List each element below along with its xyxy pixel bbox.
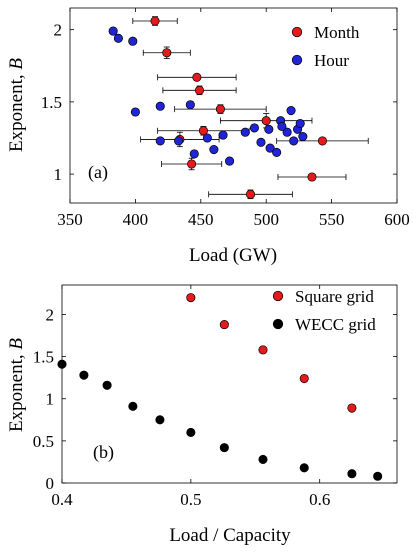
data-point-square-grid bbox=[258, 345, 268, 355]
data-point-hour bbox=[218, 130, 228, 140]
data-points-b bbox=[57, 293, 383, 481]
y-axis-label-b-prefix: Exponent, bbox=[6, 350, 27, 432]
data-point-month bbox=[198, 126, 208, 136]
data-point-month bbox=[187, 159, 197, 169]
legend-label: Hour bbox=[314, 51, 349, 70]
y-tick-label: 1 bbox=[46, 390, 55, 409]
data-point-hour bbox=[155, 136, 165, 146]
data-point-hour bbox=[295, 119, 305, 129]
data-point-month bbox=[194, 85, 205, 95]
x-tick-label: 550 bbox=[319, 210, 345, 229]
data-point-month bbox=[317, 136, 327, 146]
data-point-hour bbox=[108, 26, 118, 36]
data-point-hour bbox=[128, 36, 138, 46]
x-tick-label: 350 bbox=[57, 210, 83, 229]
data-point-square-grid bbox=[299, 373, 309, 384]
data-point-hour bbox=[289, 136, 299, 146]
x-tick-label: 0.4 bbox=[51, 490, 73, 509]
data-point-hour bbox=[185, 100, 195, 110]
data-point-wecc-grid bbox=[373, 471, 383, 481]
data-point-month bbox=[150, 16, 160, 26]
data-point-month bbox=[245, 189, 256, 199]
y-tick-label: 1.5 bbox=[41, 93, 62, 112]
legend-b: Square grid WECC grid bbox=[272, 287, 376, 334]
x-tick-label: 0.6 bbox=[309, 490, 330, 509]
data-point-hour bbox=[272, 147, 282, 157]
legend-label: Month bbox=[314, 23, 360, 42]
y-axis-label-b-var: B bbox=[6, 338, 27, 350]
y-tick-label: 2 bbox=[54, 21, 63, 40]
data-point-wecc-grid bbox=[57, 359, 67, 369]
data-point-wecc-grid bbox=[219, 443, 229, 453]
data-point-wecc-grid bbox=[79, 370, 89, 380]
data-point-month bbox=[162, 48, 172, 58]
data-point-hour bbox=[286, 106, 296, 116]
data-point-hour bbox=[202, 133, 212, 143]
data-point-hour bbox=[225, 156, 235, 166]
data-point-hour bbox=[256, 137, 266, 147]
legend-marker bbox=[272, 290, 284, 302]
axis-ticks-b: 0.4 0.5 0.6 0 0.5 1 1.5 2 bbox=[33, 285, 397, 509]
data-point-wecc-grid bbox=[128, 401, 138, 411]
x-axis-label-a: Load (GW) bbox=[189, 245, 277, 266]
data-point-hour bbox=[282, 127, 292, 137]
y-axis-label-b: Exponent, B bbox=[6, 338, 27, 432]
legend-marker bbox=[291, 26, 303, 38]
y-tick-label: 0 bbox=[46, 474, 55, 493]
panel-tag-a: (a) bbox=[88, 162, 108, 183]
data-point-month bbox=[307, 172, 317, 182]
error-bars-a bbox=[132, 16, 369, 200]
y-tick-label: 2 bbox=[46, 305, 55, 324]
data-point-hour bbox=[189, 149, 199, 159]
data-point-square-grid bbox=[219, 320, 229, 330]
x-tick-label: 0.5 bbox=[180, 490, 201, 509]
data-point-square-grid bbox=[347, 403, 357, 413]
data-point-wecc-grid bbox=[186, 427, 196, 437]
plot-frame-a bbox=[69, 7, 398, 204]
data-point-hour bbox=[209, 145, 219, 155]
y-tick-label: 0.5 bbox=[33, 432, 54, 451]
chart-panel-a: 350 400 450 500 550 600 1 1.5 2 Month Hour (a) Lo… bbox=[6, 7, 410, 266]
data-point-hour bbox=[298, 132, 308, 142]
data-point-hour bbox=[264, 124, 274, 134]
data-point-wecc-grid bbox=[102, 380, 112, 390]
data-point-hour bbox=[265, 143, 275, 153]
data-point-month bbox=[192, 72, 202, 82]
data-points-a bbox=[108, 16, 327, 199]
data-point-square-grid bbox=[186, 293, 196, 303]
x-tick-label: 600 bbox=[384, 210, 410, 229]
legend-label: Square grid bbox=[295, 287, 374, 306]
data-point-wecc-grid bbox=[155, 415, 165, 425]
x-tick-label: 500 bbox=[253, 210, 279, 229]
data-point-hour bbox=[277, 121, 287, 131]
y-tick-label: 1.5 bbox=[33, 348, 54, 367]
y-axis-label-a-prefix: Exponent, bbox=[6, 70, 27, 152]
y-axis-label-a: Exponent, B bbox=[6, 58, 27, 152]
data-point-hour bbox=[240, 127, 250, 137]
data-point-wecc-grid bbox=[299, 463, 309, 473]
panel-tag-b: (b) bbox=[93, 442, 114, 463]
x-tick-label: 450 bbox=[188, 210, 214, 229]
y-axis-label-a-var: B bbox=[6, 58, 27, 70]
axis-ticks-a: 350 400 450 500 550 600 1 1.5 2 bbox=[41, 8, 410, 229]
data-point-month bbox=[261, 116, 271, 126]
legend-marker bbox=[272, 318, 284, 330]
y-tick-label: 1 bbox=[54, 165, 63, 184]
data-point-hour bbox=[174, 136, 184, 146]
plot-frame-b bbox=[61, 284, 398, 484]
x-tick-label: 400 bbox=[123, 210, 149, 229]
data-point-hour bbox=[113, 33, 123, 43]
legend-label: WECC grid bbox=[295, 315, 376, 334]
data-point-wecc-grid bbox=[258, 454, 268, 464]
legend-a: Month Hour bbox=[291, 23, 360, 70]
data-point-wecc-grid bbox=[347, 469, 357, 479]
legend-marker bbox=[291, 54, 303, 66]
data-point-hour bbox=[130, 107, 140, 117]
data-point-month bbox=[215, 104, 225, 114]
data-point-hour bbox=[155, 101, 165, 111]
x-axis-label-b: Load / Capacity bbox=[169, 525, 291, 546]
data-point-hour bbox=[249, 123, 259, 133]
